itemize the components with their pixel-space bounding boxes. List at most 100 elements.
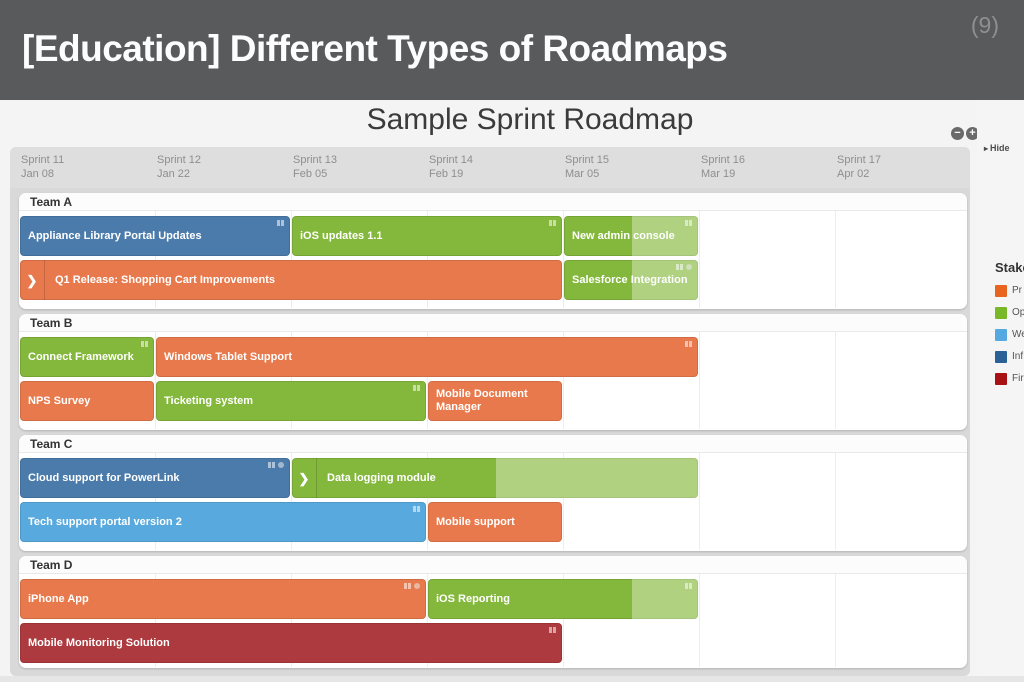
hide-label: Hide <box>990 143 1010 153</box>
sprint-gridline <box>699 453 700 550</box>
bar-label: Data logging module <box>327 471 436 484</box>
bar-label: Tech support portal version 2 <box>28 515 182 528</box>
sprint-name: Sprint 11 <box>21 154 65 166</box>
sprint-gridline <box>563 453 564 550</box>
slide-title: [Education] Different Types of Roadmaps <box>22 28 728 69</box>
roadmap-bar[interactable]: Windows Tablet Support <box>156 337 698 377</box>
legend-label: Pr <box>1012 285 1022 297</box>
page-number: (9) <box>970 12 999 38</box>
team-section: Team D iPhone App iOS Reporting Mobile Moni… <box>19 556 967 668</box>
team-name: Team A <box>19 193 967 211</box>
sprint-gridline <box>835 211 836 308</box>
drag-grip-icon[interactable] <box>549 220 556 226</box>
slide-header: [Education] Different Types of Roadmaps … <box>0 0 1024 100</box>
team-name: Team D <box>19 556 967 574</box>
roadmap-bar[interactable]: New admin console <box>564 216 698 256</box>
right-panel: ▸Hide Stake Pr Op We Inf Fir <box>977 100 1024 682</box>
roadmap-bar[interactable]: iOS Reporting <box>428 579 698 619</box>
sprint-gridline <box>155 574 156 667</box>
roadmap-bar[interactable]: Mobile Monitoring Solution <box>20 623 562 663</box>
roadmap-chart: Sprint 11 Jan 08 Sprint 12 Jan 22 Sprint 13 F… <box>10 147 970 676</box>
roadmap-bar[interactable]: Tech support portal version 2 <box>20 502 426 542</box>
sprint-name: Sprint 17 <box>837 154 882 166</box>
sprint-gridline <box>291 574 292 667</box>
hide-button[interactable]: ▸ Hide <box>984 143 1010 153</box>
drag-grip-icon[interactable] <box>676 264 692 270</box>
bar-label: Mobile Document Manager <box>436 388 528 413</box>
sprint-gridline <box>291 211 292 308</box>
sprint-date: Jan 22 <box>157 168 191 180</box>
roadmap-bar[interactable]: Salesforce Integration <box>564 260 698 300</box>
bar-label: Cloud support for PowerLink <box>28 471 180 484</box>
drag-grip-icon[interactable] <box>685 220 692 226</box>
drag-grip-icon[interactable] <box>268 462 284 468</box>
bar-label: Q1 Release: Shopping Cart Improvements <box>55 273 276 286</box>
roadmap-bar[interactable]: Cloud support for PowerLink <box>20 458 290 498</box>
legend-item: Fir <box>995 370 1024 385</box>
sprint-gridline <box>835 574 836 667</box>
zoom-in-button[interactable]: + <box>966 127 979 140</box>
bar-label: Windows Tablet Support <box>164 350 293 363</box>
drag-grip-icon[interactable] <box>413 506 420 512</box>
legend-swatch <box>995 328 1007 341</box>
sprint-date: Feb 19 <box>429 168 464 180</box>
bar-label: NPS Survey <box>28 394 91 407</box>
sprint-name: Sprint 16 <box>701 154 746 166</box>
chart-title: Sample Sprint Roadmap <box>366 103 694 136</box>
legend-item: Op <box>995 304 1024 319</box>
legend-label: Op <box>1012 307 1024 319</box>
sprint-gridline <box>427 574 428 667</box>
sprint-date: Mar 05 <box>565 168 600 180</box>
sprint-column-label: Sprint 16 Mar 19 <box>701 153 745 181</box>
team-section: Team A Appliance Library Portal Updates iO… <box>19 193 967 309</box>
roadmap-bar[interactable]: Mobile Document Manager <box>428 381 562 421</box>
bar-label: Mobile Monitoring Solution <box>28 636 170 649</box>
roadmap-bar[interactable]: ❯ Data logging module <box>292 458 698 498</box>
zoom-out-button[interactable]: − <box>951 127 964 140</box>
roadmap-bar[interactable]: iOS updates 1.1 <box>292 216 562 256</box>
sprint-column-label: Sprint 13 Feb 05 <box>293 153 337 181</box>
team-name: Team C <box>19 435 967 453</box>
legend-label: Inf <box>1012 351 1024 363</box>
roadmap-bar[interactable]: Mobile support <box>428 502 562 542</box>
sprint-gridline <box>155 332 156 429</box>
sprint-gridline <box>291 453 292 550</box>
team-body: Appliance Library Portal Updates iOS upda… <box>19 211 967 308</box>
sprint-gridline <box>835 332 836 429</box>
sprint-gridline <box>427 453 428 550</box>
chevron-right-icon[interactable]: ❯ <box>292 458 317 498</box>
sprint-gridline <box>563 211 564 308</box>
sprint-column-label: Sprint 11 Jan 08 <box>21 153 64 181</box>
sprint-column-label: Sprint 12 Jan 22 <box>157 153 201 181</box>
roadmap-bar[interactable]: Ticketing system <box>156 381 426 421</box>
drag-grip-icon[interactable] <box>404 583 420 589</box>
roadmap-bar[interactable]: Connect Framework <box>20 337 154 377</box>
zoom-controls: − + <box>951 127 979 140</box>
legend-swatch <box>995 306 1007 319</box>
drag-grip-icon[interactable] <box>277 220 284 226</box>
sprint-column-label: Sprint 14 Feb 19 <box>429 153 473 181</box>
timeline-header: Sprint 11 Jan 08 Sprint 12 Jan 22 Sprint 13 F… <box>10 147 970 188</box>
drag-grip-icon[interactable] <box>685 341 692 347</box>
sprint-name: Sprint 14 <box>429 154 474 166</box>
drag-grip-icon[interactable] <box>413 385 420 391</box>
sprint-gridline <box>835 453 836 550</box>
chevron-right-icon[interactable]: ❯ <box>20 260 45 300</box>
drag-grip-icon[interactable] <box>549 627 556 633</box>
legend-label: We <box>1012 329 1024 341</box>
bar-label: iOS updates 1.1 <box>300 229 383 242</box>
bar-label: Appliance Library Portal Updates <box>28 229 202 242</box>
legend-label: Fir <box>1012 373 1024 385</box>
roadmap-bar[interactable]: ❯ Q1 Release: Shopping Cart Improvements <box>20 260 562 300</box>
drag-grip-icon[interactable] <box>141 341 148 347</box>
sprint-date: Mar 19 <box>701 168 736 180</box>
legend-title: Stake <box>995 260 1024 275</box>
roadmap-bar[interactable]: NPS Survey <box>20 381 154 421</box>
sprint-gridline <box>291 332 292 429</box>
roadmap-bar[interactable]: Appliance Library Portal Updates <box>20 216 290 256</box>
hide-arrow-icon: ▸ <box>984 144 989 153</box>
drag-grip-icon[interactable] <box>685 583 692 589</box>
team-section: Team C Cloud support for PowerLink ❯ Data l… <box>19 435 967 551</box>
roadmap-bar[interactable]: iPhone App <box>20 579 426 619</box>
team-name: Team B <box>19 314 967 332</box>
